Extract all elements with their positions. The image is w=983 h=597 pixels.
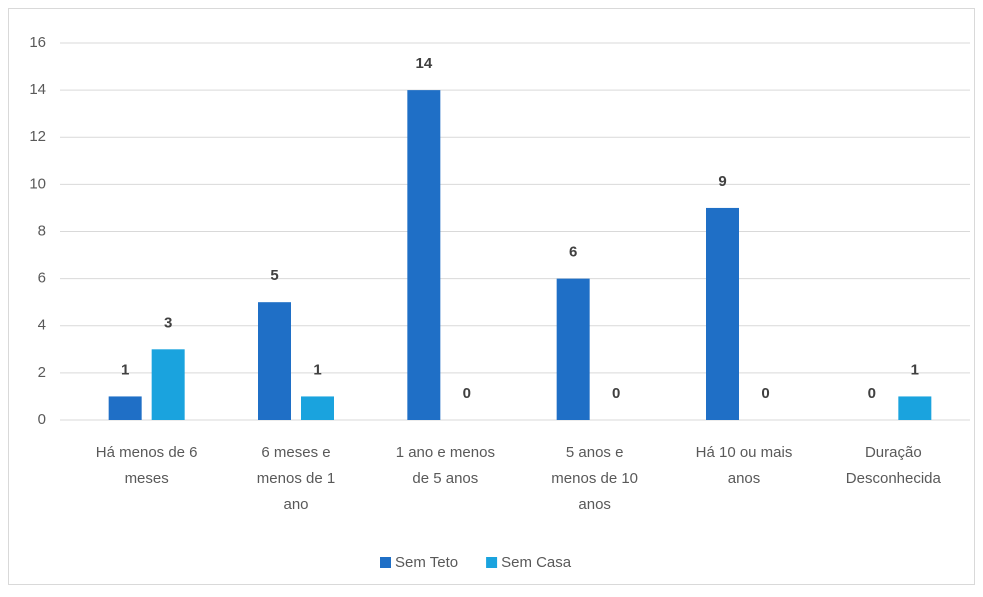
y-tick-label: 16 (29, 34, 46, 51)
value-label: 1 (121, 361, 129, 378)
legend-label: Sem Casa (501, 554, 572, 571)
value-label: 1 (313, 361, 321, 378)
legend-swatch (380, 557, 391, 568)
y-tick-label: 0 (38, 411, 46, 428)
value-label: 0 (868, 385, 876, 402)
bar (301, 396, 334, 420)
value-label: 6 (569, 244, 577, 261)
value-label: 14 (415, 55, 432, 72)
y-tick-label: 8 (38, 222, 46, 239)
legend-swatch (486, 557, 498, 568)
x-tick-label: 5 anos e menos de 10 anos (551, 444, 638, 513)
y-tick-label: 4 (38, 317, 46, 334)
bar (898, 396, 932, 420)
bar (151, 349, 185, 420)
x-tick-label: Duração Desconhecida (846, 444, 942, 487)
y-tick-label: 10 (29, 175, 46, 192)
x-tick-label: Há menos de 6 meses (96, 444, 198, 487)
y-tick-label: 2 (38, 364, 46, 381)
bar (108, 396, 142, 420)
y-tick-label: 14 (29, 81, 46, 98)
y-tick-label: 6 (38, 270, 46, 287)
bar (556, 278, 590, 420)
x-tick-label: Há 10 ou mais anos (696, 444, 793, 487)
legend-label: Sem Teto (395, 554, 458, 571)
value-label: 5 (270, 267, 278, 284)
value-label: 0 (761, 385, 769, 402)
chart-border (8, 8, 975, 585)
bar (706, 207, 739, 420)
bar (407, 90, 441, 420)
x-tick-label: 1 ano e menos de 5 anos (396, 444, 495, 487)
value-label: 0 (612, 385, 620, 402)
y-tick-label: 12 (29, 128, 46, 145)
value-label: 0 (463, 385, 471, 402)
bar (258, 302, 291, 420)
value-label: 9 (718, 173, 726, 190)
value-label: 3 (164, 314, 172, 331)
value-label: 1 (911, 361, 919, 378)
x-tick-label: 6 meses e menos de 1 ano (257, 444, 335, 513)
